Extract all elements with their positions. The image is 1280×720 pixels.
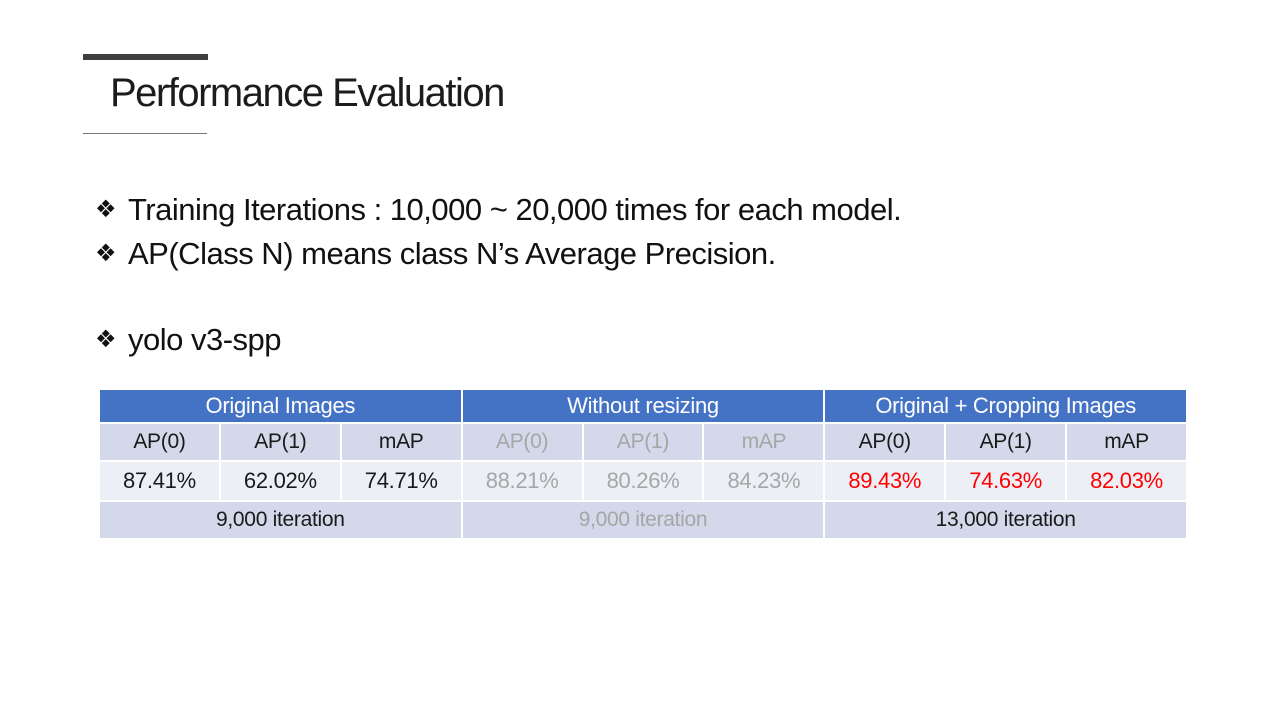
metric-header: AP(0) <box>462 424 582 460</box>
group-header-original-cropping: Original + Cropping Images <box>825 390 1186 422</box>
bullet-item-ap-definition: ❖ AP(Class N) means class N’s Average Pr… <box>95 234 776 274</box>
metric-header: AP(1) <box>946 424 1066 460</box>
bullet-item-yolo-v3-spp: ❖ yolo v3-spp <box>95 320 282 360</box>
bullet-text: yolo v3-spp <box>128 322 282 357</box>
metric-value: 89.43% <box>825 462 945 500</box>
page-title: Performance Evaluation <box>110 71 505 115</box>
metric-value: 74.63% <box>946 462 1066 500</box>
bullet-text: AP(Class N) means class N’s Average Prec… <box>128 236 776 271</box>
metric-header: mAP <box>1067 424 1186 460</box>
diamond-bullet-icon: ❖ <box>95 240 117 267</box>
iteration-label: 9,000 iteration <box>100 502 461 538</box>
metric-value: 62.02% <box>220 462 340 500</box>
diamond-bullet-icon: ❖ <box>95 326 117 353</box>
title-underline <box>83 133 207 134</box>
iteration-label: 9,000 iteration <box>462 502 824 538</box>
metric-header: AP(1) <box>220 424 340 460</box>
group-header-without-resizing: Without resizing <box>462 390 824 422</box>
metric-header: mAP <box>341 424 461 460</box>
metric-value: 82.03% <box>1067 462 1186 500</box>
diamond-bullet-icon: ❖ <box>95 196 117 223</box>
metric-value: 74.71% <box>341 462 461 500</box>
metric-value: 80.26% <box>583 462 703 500</box>
bullet-item-training-iterations: ❖ Training Iterations : 10,000 ~ 20,000 … <box>95 190 902 230</box>
metric-header: AP(0) <box>825 424 945 460</box>
metric-header: mAP <box>704 424 824 460</box>
results-table: Original Images Without resizing Origina… <box>100 390 1186 538</box>
group-header-original-images: Original Images <box>100 390 461 422</box>
metric-value: 88.21% <box>462 462 582 500</box>
metric-value: 87.41% <box>100 462 219 500</box>
metric-value: 84.23% <box>704 462 824 500</box>
title-accent-bar <box>83 54 208 60</box>
bullet-text: Training Iterations : 10,000 ~ 20,000 ti… <box>128 192 902 227</box>
metric-header: AP(0) <box>100 424 219 460</box>
metric-header: AP(1) <box>583 424 703 460</box>
iteration-label: 13,000 iteration <box>825 502 1186 538</box>
